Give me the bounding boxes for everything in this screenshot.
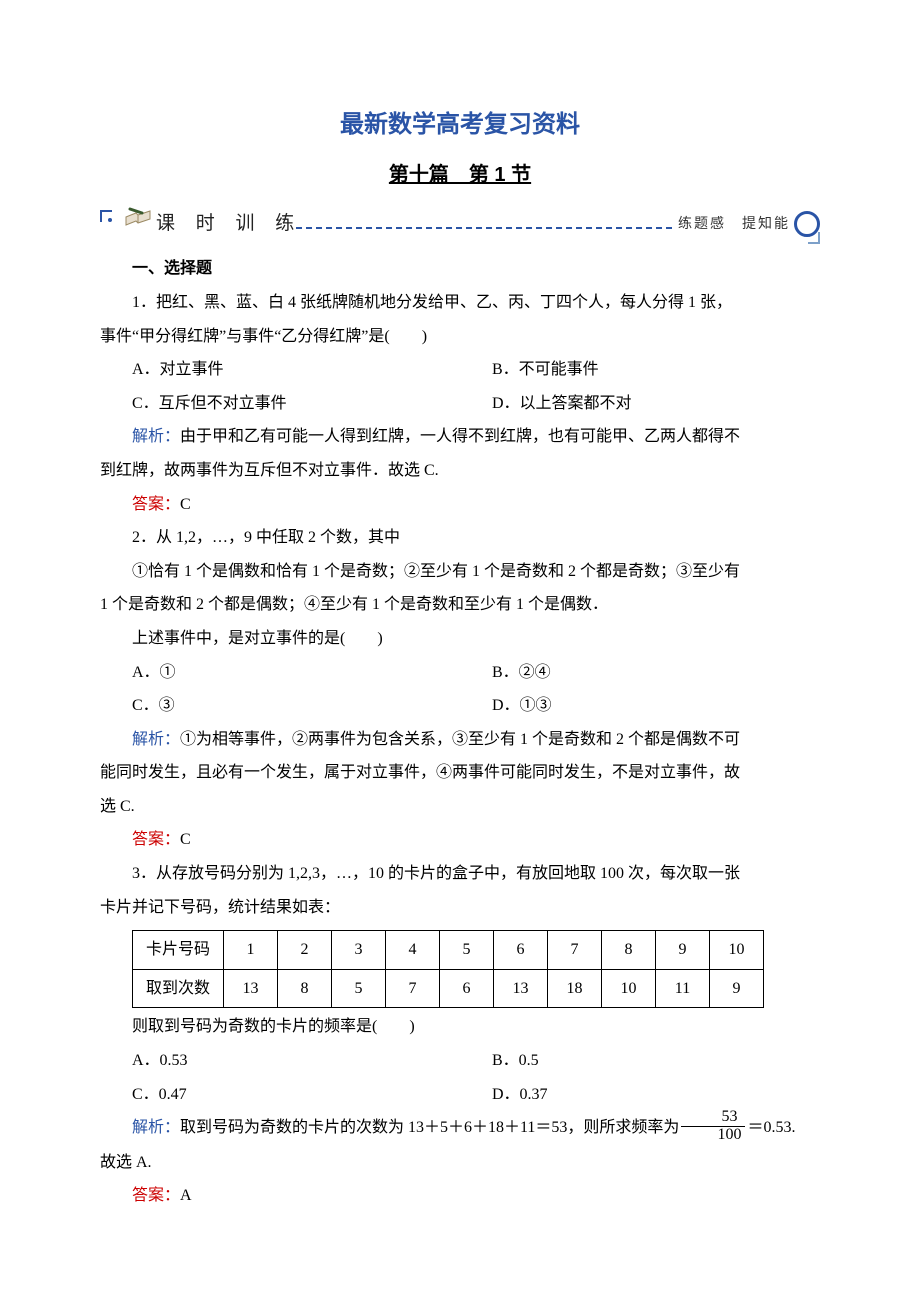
table-header-cell: 2 [278, 931, 332, 970]
q3-option-d: D．0.37 [460, 1078, 820, 1112]
fraction-denominator: 100 [681, 1127, 745, 1144]
q1-option-d: D．以上答案都不对 [460, 387, 820, 421]
banner-label: 课 时 训 练 [156, 204, 302, 244]
q1-options: A．对立事件 B．不可能事件 C．互斥但不对立事件 D．以上答案都不对 [100, 353, 820, 420]
analysis-label: 解析： [132, 731, 180, 748]
q2-stem-line0: 2．从 1,2，…，9 中任取 2 个数，其中 [100, 521, 820, 555]
table-header-cell: 1 [224, 931, 278, 970]
q3-analysis-line1: 解析：取到号码为奇数的卡片的次数为 13＋5＋6＋18＋11＝53，则所求频率为… [100, 1111, 820, 1146]
table-header-cell: 4 [386, 931, 440, 970]
analysis-label: 解析： [132, 1119, 180, 1136]
table-cell: 7 [386, 969, 440, 1008]
answer-label: 答案： [132, 496, 180, 513]
q3-analysis-tail: 故选 A. [100, 1146, 820, 1180]
q3-analysis-text-b: ＝0.53. [747, 1119, 795, 1136]
page-title: 最新数学高考复习资料 [100, 100, 820, 150]
q2-stem-line2: 上述事件中，是对立事件的是( ) [100, 622, 820, 656]
q3-analysis-text-a: 取到号码为奇数的卡片的次数为 13＋5＋6＋18＋11＝53，则所求频率为 [180, 1119, 679, 1136]
q1-option-b: B．不可能事件 [460, 353, 820, 387]
q2-analysis-text1: ①为相等事件，②两事件为包含关系，③至少有 1 个是奇数和 2 个都是偶数不可 [180, 731, 740, 748]
q3-frequency-table: 卡片号码 1 2 3 4 5 6 7 8 9 10 取到次数 13 8 5 7 … [132, 930, 764, 1008]
q3-stem-line1: 3．从存放号码分别为 1,2,3，…，10 的卡片的盒子中，有放回地取 100 … [100, 857, 820, 891]
q2-analysis-line3: 选 C. [100, 790, 820, 824]
table-header-cell: 3 [332, 931, 386, 970]
q2-answer: 答案：C [100, 823, 820, 857]
q1-answer-value: C [180, 496, 191, 513]
table-cell: 6 [440, 969, 494, 1008]
table-header-cell: 6 [494, 931, 548, 970]
table-row: 卡片号码 1 2 3 4 5 6 7 8 9 10 [133, 931, 764, 970]
q2-options: A．① B．②④ C．③ D．①③ [100, 656, 820, 723]
table-header-cell: 5 [440, 931, 494, 970]
q2-option-d: D．①③ [460, 689, 820, 723]
table-cell: 10 [602, 969, 656, 1008]
q3-option-c: C．0.47 [100, 1078, 460, 1112]
table-header-cell: 7 [548, 931, 602, 970]
q2-analysis-line1: 解析：①为相等事件，②两事件为包含关系，③至少有 1 个是奇数和 2 个都是偶数… [100, 723, 820, 757]
q1-option-c: C．互斥但不对立事件 [100, 387, 460, 421]
q2-stem-line1: ①恰有 1 个是偶数和恰有 1 个是奇数；②至少有 1 个是奇数和 2 个都是奇… [100, 555, 820, 589]
section-banner: 课 时 训 练 练题感 提知能 [100, 210, 820, 238]
table-cell: 取到次数 [133, 969, 224, 1008]
table-cell: 11 [656, 969, 710, 1008]
q1-stem-line1: 1．把红、黑、蓝、白 4 张纸牌随机地分发给甲、乙、丙、丁四个人，每人分得 1 … [100, 286, 820, 320]
q3-answer-value: A [180, 1187, 192, 1204]
table-header-cell: 卡片号码 [133, 931, 224, 970]
table-cell: 8 [278, 969, 332, 1008]
q1-analysis-line2: 到红牌，故两事件为互斥但不对立事件．故选 C. [100, 454, 820, 488]
banner-dash [296, 227, 672, 229]
q3-options: A．0.53 B．0.5 C．0.47 D．0.37 [100, 1044, 820, 1111]
table-header-cell: 8 [602, 931, 656, 970]
analysis-label: 解析： [132, 428, 180, 445]
fraction-numerator: 53 [681, 1109, 745, 1127]
q3-option-a: A．0.53 [100, 1044, 460, 1078]
q3-stem-line2: 则取到号码为奇数的卡片的频率是( ) [100, 1010, 820, 1044]
banner-corner-right [808, 232, 820, 244]
q3-option-b: B．0.5 [460, 1044, 820, 1078]
answer-label: 答案： [132, 1187, 180, 1204]
table-row: 取到次数 13 8 5 7 6 13 18 10 11 9 [133, 969, 764, 1008]
q1-option-a: A．对立事件 [100, 353, 460, 387]
q2-analysis-line2: 能同时发生，且必有一个发生，属于对立事件，④两事件可能同时发生，不是对立事件，故 [100, 756, 820, 790]
q2-option-c: C．③ [100, 689, 460, 723]
q3-answer: 答案：A [100, 1179, 820, 1213]
book-icon [124, 207, 152, 242]
table-cell: 18 [548, 969, 602, 1008]
table-cell: 9 [710, 969, 764, 1008]
table-cell: 13 [494, 969, 548, 1008]
q2-answer-value: C [180, 831, 191, 848]
q2-stem-line1b: 1 个是奇数和 2 个都是偶数；④至少有 1 个是奇数和至少有 1 个是偶数． [100, 588, 820, 622]
table-header-cell: 9 [656, 931, 710, 970]
q2-option-a: A．① [100, 656, 460, 690]
banner-tag: 练题感 提知能 [678, 210, 790, 239]
section-heading-1: 一、选择题 [100, 252, 820, 286]
q3-stem-line1b: 卡片并记下号码，统计结果如表： [100, 891, 820, 925]
q2-option-b: B．②④ [460, 656, 820, 690]
table-cell: 5 [332, 969, 386, 1008]
page-subtitle: 第十篇 第 1 节 [100, 154, 820, 196]
fraction: 53100 [681, 1109, 745, 1144]
table-cell: 13 [224, 969, 278, 1008]
answer-label: 答案： [132, 831, 180, 848]
q1-analysis-line1: 解析：由于甲和乙有可能一人得到红牌，一人得不到红牌，也有可能甲、乙两人都得不 [100, 420, 820, 454]
q1-stem-line2: 事件“甲分得红牌”与事件“乙分得红牌”是( ) [100, 320, 820, 354]
table-header-cell: 10 [710, 931, 764, 970]
q1-analysis-text1: 由于甲和乙有可能一人得到红牌，一人得不到红牌，也有可能甲、乙两人都得不 [180, 428, 740, 445]
q1-answer: 答案：C [100, 488, 820, 522]
